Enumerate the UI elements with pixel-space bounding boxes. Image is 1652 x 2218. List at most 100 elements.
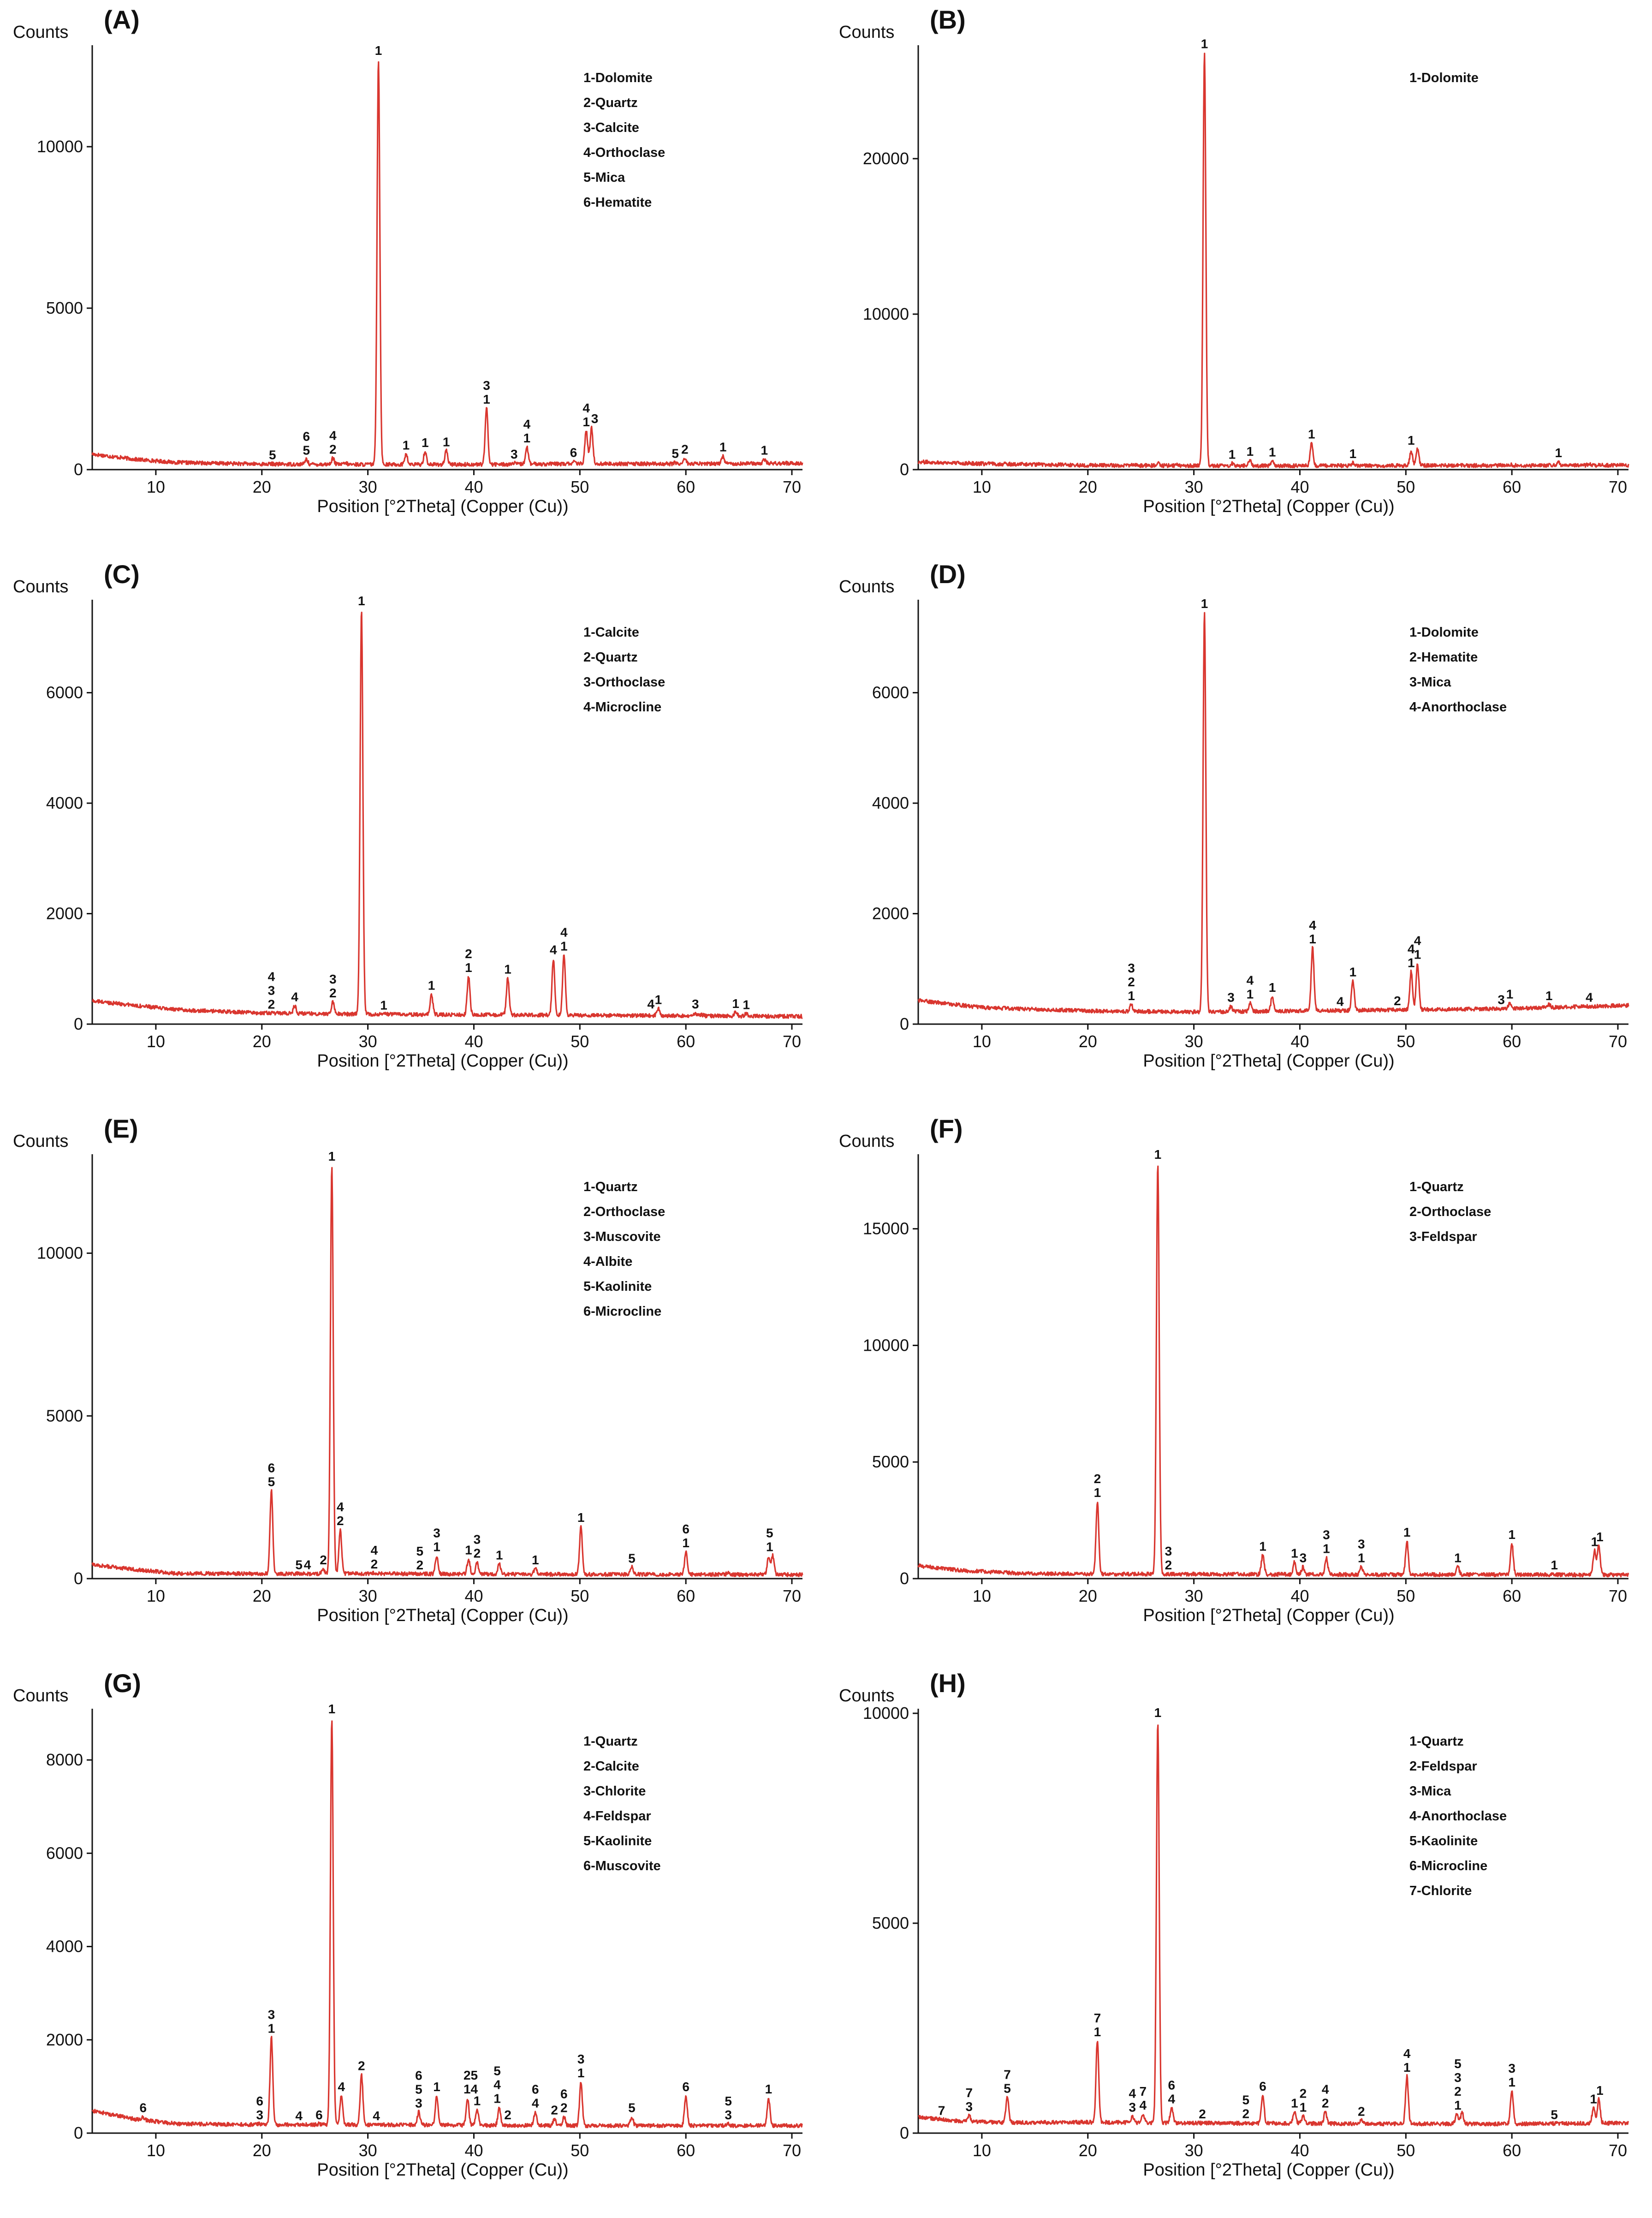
peak-label: 2 (560, 2101, 568, 2115)
xrd-panel-e: 10 20 30 40 50 60 70 0 5000 10000 Counts Position [… (0, 1109, 826, 1664)
x-axis-title: Position [°2Theta] (Copper (Cu)) (1143, 497, 1394, 516)
y-tick-label: 10000 (863, 304, 909, 323)
peak-label: 1 (1596, 2083, 1604, 2098)
peak-label: 1 (1506, 987, 1514, 1002)
x-tick-label: 20 (253, 1586, 271, 1605)
peak-label: 2 (1454, 2084, 1462, 2099)
xrd-plot-g: 10 20 30 40 50 60 70 0 2000 4000 6000 8000 Counts Pos… (13, 1669, 803, 2180)
peak-label: 1 (1403, 2060, 1411, 2075)
legend-entry: 1-Dolomite (1409, 625, 1479, 640)
y-tick-label: 2000 (46, 904, 83, 923)
x-axis-title: Position [°2Theta] (Copper (Cu)) (1143, 1051, 1394, 1071)
peak-label: 6 (256, 2094, 263, 2108)
peak-label: 1 (1291, 2096, 1298, 2111)
peak-label: 4 (268, 969, 275, 984)
x-tick-label: 60 (677, 2141, 695, 2160)
peak-label: 2 (320, 1553, 327, 1567)
panel-label: (D) (930, 560, 966, 589)
x-tick-label: 70 (783, 2141, 801, 2160)
x-tick-label: 70 (1609, 2141, 1627, 2160)
legend-entry: 4-Anorthoclase (1409, 700, 1507, 715)
y-tick-label: 0 (900, 1569, 909, 1588)
peak-label: 4 (1414, 933, 1421, 948)
peak-label: 3 (268, 983, 275, 997)
peak-label: 1 (560, 939, 568, 953)
legend-entry: 4-Microcline (583, 700, 661, 715)
peak-label: 2 (551, 2103, 558, 2117)
peak-label: 4 (291, 990, 298, 1004)
x-tick-label: 10 (147, 477, 165, 496)
peak-label: 1 (1590, 2092, 1597, 2106)
x-tick-label: 20 (1079, 2141, 1097, 2160)
peak-label: 4 (1322, 2082, 1329, 2097)
peak-label: 25 (464, 2068, 478, 2082)
y-tick-label: 0 (74, 1014, 83, 1033)
x-tick-label: 60 (677, 477, 695, 496)
peak-label: 3 (1227, 990, 1235, 1005)
legend-entry: 6-Microcline (583, 1304, 661, 1319)
panel-label: (H) (930, 1669, 966, 1698)
x-tick-label: 60 (1503, 1032, 1521, 1051)
peak-label: 7 (966, 2086, 973, 2100)
x-tick-label: 60 (1503, 1586, 1521, 1605)
peak-label: 1 (719, 440, 727, 454)
xrd-panel-f: 10 20 30 40 50 60 70 0 5000 10000 15000 Counts Posit… (826, 1109, 1652, 1664)
peak-label: 1 (743, 997, 750, 1012)
legend-entry: 6-Muscovite (583, 1859, 661, 1873)
x-tick-label: 40 (464, 477, 483, 496)
peak-label: 2 (268, 997, 275, 1011)
peak-label: 4 (1403, 2046, 1411, 2061)
peak-label: 1 (1408, 433, 1415, 447)
legend-entry: 2-Quartz (583, 95, 638, 110)
y-tick-label: 15000 (863, 1219, 909, 1238)
legend-entry: 3-Feldspar (1409, 1229, 1477, 1244)
peak-label: 5 (295, 1557, 303, 1572)
peak-label: 4 (338, 2080, 345, 2094)
peak-label: 1 (1300, 2100, 1307, 2115)
x-tick-label: 10 (147, 2141, 165, 2160)
peak-label: 6 (1168, 2078, 1176, 2092)
peak-label: 1 (1154, 1705, 1162, 1720)
legend-entry: 3-Mica (1409, 1784, 1451, 1799)
x-tick-label: 10 (973, 477, 991, 496)
y-tick-label: 2000 (872, 904, 909, 923)
peak-label: 3 (1497, 993, 1505, 1007)
peak-label: 6 (303, 429, 310, 444)
peak-label: 3 (577, 2052, 585, 2066)
peak-label: 6 (532, 2082, 539, 2097)
x-tick-label: 40 (1290, 1032, 1309, 1051)
peak-label: 5 (269, 447, 276, 462)
xrd-plot-c: 10 20 30 40 50 60 70 0 2000 4000 6000 Counts Positio… (13, 560, 803, 1071)
peak-label: 4 (550, 943, 557, 957)
x-tick-label: 60 (677, 1586, 695, 1605)
y-tick-label: 6000 (46, 1843, 83, 1862)
y-axis-title: Counts (13, 577, 68, 596)
x-tick-label: 20 (253, 477, 271, 496)
peak-label: 1 (375, 43, 382, 58)
legend-entry: 5-Kaolinite (1409, 1834, 1478, 1848)
peak-label: 3 (966, 2099, 973, 2114)
peak-label: 5 (1242, 2093, 1249, 2107)
peak-label: 4 (493, 2077, 501, 2092)
panel-label: (E) (104, 1114, 138, 1143)
legend-entry: 5-Kaolinite (583, 1279, 652, 1294)
xrd-trace (917, 1165, 1629, 1578)
peak-label: 1 (1349, 447, 1357, 461)
peak-label: 3 (1454, 2070, 1462, 2085)
peak-label: 5 (1004, 2081, 1011, 2096)
panel-label: (G) (104, 1669, 141, 1698)
peak-label: 1 (1309, 932, 1316, 946)
legend-entry: 4-Orthoclase (583, 145, 665, 160)
peak-label: 1 (1349, 965, 1357, 979)
peak-label: 1 (582, 415, 590, 429)
peak-label: 1 (474, 2093, 481, 2108)
x-tick-label: 30 (359, 2141, 377, 2160)
legend-entry: 4-Feldspar (583, 1809, 651, 1824)
xrd-panel-c: 10 20 30 40 50 60 70 0 2000 4000 6000 Counts Positio… (0, 554, 826, 1109)
peak-label: 1 (1508, 1527, 1515, 1542)
xrd-trace (91, 1720, 803, 2129)
x-axis-title: Position [°2Theta] (Copper (Cu)) (317, 2160, 568, 2180)
x-tick-label: 50 (570, 1586, 589, 1605)
legend-entry: 3-Chlorite (583, 1784, 646, 1799)
